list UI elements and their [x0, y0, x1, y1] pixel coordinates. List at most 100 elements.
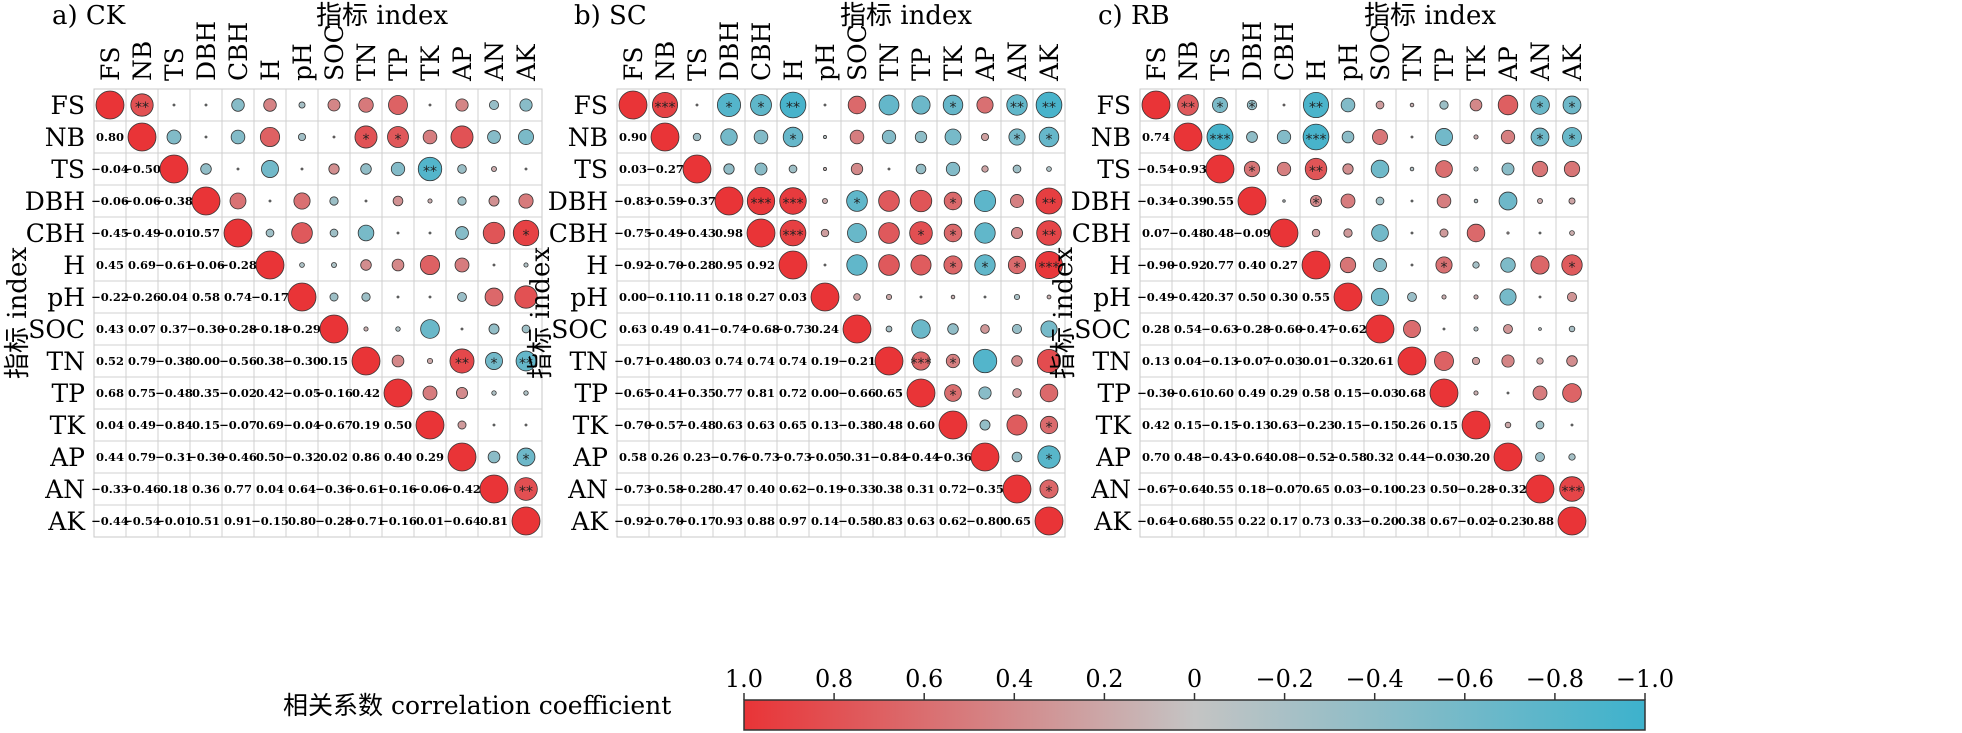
coefficient-label: −0.46 — [123, 482, 161, 496]
correlation-circle — [878, 94, 900, 116]
correlation-circle — [428, 103, 432, 107]
x-tick-label: SOC — [1366, 24, 1395, 81]
coefficient-label: 0.88 — [1526, 514, 1554, 528]
coefficient-label: 0.22 — [1238, 514, 1266, 528]
coefficient-label: 0.23 — [683, 450, 711, 464]
correlation-circle — [1410, 231, 1414, 235]
correlation-circle — [1537, 198, 1543, 204]
significance-marker: * — [1014, 260, 1021, 276]
coefficient-label: 0.63 — [907, 514, 935, 528]
correlation-circle — [943, 255, 963, 275]
correlation-circle — [391, 354, 405, 368]
panel-title: b) SC — [574, 1, 647, 31]
colorbar-tick-label: 0.2 — [1085, 665, 1123, 693]
coefficient-label: 0.24 — [811, 322, 839, 336]
x-tick-label: FS — [1142, 47, 1171, 81]
x-tick-label: TK — [1462, 44, 1491, 81]
coefficient-label: 0.47 — [715, 482, 743, 496]
correlation-circle — [360, 163, 372, 175]
correlation-circle — [287, 282, 317, 312]
coefficient-label: −0.05 — [283, 386, 321, 400]
x-tick-label: CBH — [224, 22, 253, 81]
coefficient-label: 0.98 — [715, 226, 743, 240]
coefficient-label: −0.59 — [646, 194, 684, 208]
correlation-circle — [1276, 161, 1292, 177]
coefficient-label: −0.52 — [1297, 450, 1335, 464]
coefficient-label: 0.55 — [1206, 514, 1234, 528]
correlation-circle — [1002, 474, 1032, 504]
correlation-circle — [1407, 292, 1417, 302]
y-tick-label: TS — [574, 155, 608, 184]
significance-marker: * — [1249, 100, 1256, 116]
correlation-circle — [1506, 391, 1510, 395]
coefficient-label: 0.97 — [779, 514, 807, 528]
coefficient-label: 0.38 — [1398, 514, 1426, 528]
correlation-circle — [942, 94, 964, 116]
significance-marker: *** — [655, 100, 676, 116]
correlation-circle — [885, 325, 893, 333]
coefficient-label: −0.11 — [646, 290, 684, 304]
coefficient-label: −0.32 — [283, 450, 321, 464]
y-tick-label: TK — [573, 411, 610, 440]
coefficient-label: 0.26 — [651, 450, 679, 464]
coefficient-label: 0.37 — [1206, 290, 1234, 304]
correlation-circle — [415, 410, 445, 440]
colorbar-gradient — [743, 699, 1646, 731]
y-tick-label: DBH — [1071, 187, 1131, 216]
correlation-circle — [291, 222, 313, 244]
correlation-circle — [485, 352, 503, 370]
coefficient-label: 0.13 — [811, 418, 839, 432]
correlation-circle — [716, 92, 742, 118]
y-tick-label: pH — [570, 283, 608, 312]
correlation-circle — [1435, 256, 1453, 274]
coefficient-label: 0.02 — [320, 450, 348, 464]
colorbar-tick-label: 0.4 — [995, 665, 1033, 693]
coefficient-label: 0.29 — [416, 450, 444, 464]
correlation-circle — [943, 191, 963, 211]
correlation-circle — [1010, 194, 1024, 208]
correlation-circle — [788, 164, 798, 174]
correlation-circle — [1471, 356, 1481, 366]
correlation-circle — [236, 167, 240, 171]
y-tick-label: TN — [46, 347, 85, 376]
correlation-circle — [652, 92, 679, 119]
coefficient-label: 0.61 — [1366, 354, 1394, 368]
coefficient-label: −0.50 — [123, 162, 161, 176]
coefficient-label: 0.60 — [1206, 386, 1234, 400]
coefficient-label: −0.70 — [614, 418, 652, 432]
coefficient-label: 0.55 — [1206, 194, 1234, 208]
correlation-circle — [1441, 294, 1447, 300]
x-tick-label: AK — [1035, 43, 1064, 82]
coefficient-label: −0.30 — [187, 322, 225, 336]
correlation-circle — [911, 95, 931, 115]
significance-marker: * — [1569, 100, 1576, 116]
correlation-circle — [331, 262, 337, 268]
correlation-circle — [1530, 127, 1550, 147]
correlation-circle — [1562, 383, 1582, 403]
coefficient-label: 0.40 — [747, 482, 775, 496]
correlation-circle — [1504, 421, 1512, 429]
correlation-circle — [1473, 294, 1479, 300]
y-tick-label: AN — [1090, 475, 1131, 504]
coefficient-label: 0.83 — [875, 514, 903, 528]
coefficient-label: 0.88 — [747, 514, 775, 528]
coefficient-label: 0.00 — [192, 354, 220, 368]
y-tick-label: TP — [575, 379, 609, 408]
correlation-circle — [426, 357, 434, 365]
coefficient-label: −0.01 — [155, 514, 193, 528]
correlation-circle — [293, 192, 311, 210]
significance-marker: * — [1569, 132, 1576, 148]
x-tick-label: FS — [619, 47, 648, 81]
coefficient-label: 0.80 — [96, 130, 124, 144]
significance-marker: *** — [783, 228, 804, 244]
correlation-circle — [1561, 254, 1583, 276]
correlation-circle — [682, 154, 712, 184]
correlation-circle — [618, 90, 648, 120]
coefficient-label: −0.36 — [934, 450, 972, 464]
coefficient-label: 0.50 — [1430, 482, 1458, 496]
x-tick-label: AK — [1558, 43, 1587, 82]
coefficient-label: 0.00 — [619, 290, 647, 304]
correlation-circle — [523, 390, 529, 396]
coefficient-label: −0.54 — [1137, 162, 1175, 176]
significance-marker: ** — [786, 100, 800, 116]
